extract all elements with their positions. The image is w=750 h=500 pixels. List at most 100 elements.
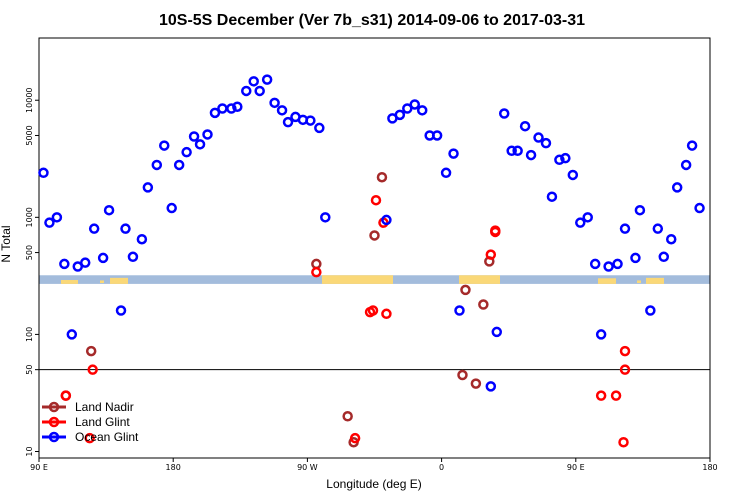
land-nadir-point-6 <box>376 171 388 183</box>
ocean-glint-point-75 <box>665 233 677 245</box>
land-glint-point-16 <box>619 364 631 375</box>
land-nadir-point-9 <box>470 378 482 389</box>
ocean-glint-point-37 <box>314 122 325 134</box>
legend-marker-ocean-glint <box>48 431 60 443</box>
ocean-glint-point-13 <box>136 233 148 245</box>
ocean-glint-point-70 <box>630 252 641 264</box>
map-land-1 <box>110 277 128 284</box>
ocean-glint-point-30 <box>261 74 273 85</box>
ocean-glint-point-57 <box>533 132 544 143</box>
ocean-glint-point-12 <box>127 251 139 263</box>
map-land-4 <box>459 275 500 284</box>
ocean-glint-point-49 <box>454 305 465 316</box>
ocean-glint-point-20 <box>188 131 200 142</box>
ocean-glint-point-31 <box>269 97 280 109</box>
ocean-glint-point-15 <box>151 159 163 171</box>
land-glint-point-9 <box>381 308 392 320</box>
ocean-glint-point-28 <box>248 76 259 87</box>
land-glint-point-2 <box>87 364 98 375</box>
ocean-glint-point-2 <box>51 212 63 223</box>
ocean-glint-point-59 <box>546 191 558 202</box>
ocean-glint-point-63 <box>575 217 586 228</box>
ocean-glint-point-38 <box>320 212 331 223</box>
land-glint-point-4 <box>349 432 361 444</box>
ocean-glint-point-18 <box>173 159 185 171</box>
x-tick-label-2: 90 W <box>297 463 318 472</box>
ocean-glint-point-66 <box>595 329 607 340</box>
ocean-glint-point-6 <box>79 257 91 268</box>
map-land-6 <box>646 277 664 284</box>
ocean-glint-point-65 <box>589 258 601 270</box>
y-tick-label-5: 5000 <box>25 125 34 145</box>
ocean-glint-point-36 <box>305 115 316 126</box>
ocean-glint-point-60 <box>554 154 565 166</box>
land-glint-point-14 <box>610 390 622 401</box>
land-glint-point-1 <box>84 432 95 444</box>
data-points <box>38 74 705 448</box>
map-land-2 <box>100 280 104 284</box>
chart-title: 10S-5S December (Ver 7b_s31) 2014-09-06 … <box>159 12 585 29</box>
ocean-glint-point-77 <box>680 159 692 171</box>
ocean-glint-point-46 <box>431 130 443 141</box>
ocean-glint-point-54 <box>512 145 523 157</box>
ocean-glint-point-74 <box>658 251 670 263</box>
land-glint-point-6 <box>367 305 379 316</box>
ocean-glint-point-64 <box>582 212 593 223</box>
ocean-glint-point-26 <box>232 101 243 112</box>
ocean-glint-point-9 <box>103 204 115 216</box>
map-land-0 <box>61 280 78 284</box>
ocean-glint-point-42 <box>402 103 413 114</box>
land-glint-point-15 <box>618 436 629 448</box>
ocean-glint-point-22 <box>202 129 213 140</box>
y-tick-label-3: 500 <box>25 245 34 260</box>
land-glint-point-17 <box>619 345 631 357</box>
map-land-5 <box>598 278 616 284</box>
ocean-glint-point-10 <box>115 305 127 316</box>
land-glint-point-7 <box>370 194 382 206</box>
land-glint-point-0 <box>60 390 72 401</box>
land-glint-point-13 <box>595 390 607 401</box>
ocean-glint-point-48 <box>448 148 459 159</box>
map-land-7 <box>637 280 641 284</box>
ocean-glint-point-23 <box>209 107 221 119</box>
land-nadir-point-8 <box>460 284 471 296</box>
ocean-glint-point-55 <box>519 120 531 132</box>
ocean-glint-point-0 <box>38 167 49 179</box>
land-nadir-point-3 <box>342 411 353 422</box>
y-tick-label-2: 100 <box>25 327 34 342</box>
ocean-glint-point-29 <box>254 85 265 97</box>
ocean-glint-point-79 <box>694 202 705 214</box>
ocean-glint-point-32 <box>276 105 288 116</box>
ocean-glint-point-1 <box>44 217 55 228</box>
ocean-glint-point-58 <box>540 137 552 149</box>
ocean-glint-point-19 <box>181 146 192 158</box>
ocean-glint-point-41 <box>394 109 406 121</box>
y-axis: 10 50 100 500 1000 5000 10000 <box>25 88 39 457</box>
x-axis: 90 E 180 90 W 0 90 E 180 <box>30 458 718 472</box>
ocean-glint-point-78 <box>686 140 698 151</box>
ocean-glint-point-72 <box>645 305 656 316</box>
x-tick-label-1: 180 <box>166 463 181 472</box>
land-glint-point-12 <box>490 225 501 236</box>
ocean-glint-point-52 <box>498 108 510 119</box>
ocean-glint-point-27 <box>241 85 252 97</box>
legend-entry-land-nadir: Land Nadir <box>42 400 134 414</box>
y-tick-label-6: 10000 <box>25 88 34 113</box>
land-glint-point-3 <box>311 266 322 278</box>
ocean-glint-point-73 <box>652 223 664 234</box>
legend-marker-land-nadir <box>48 401 60 413</box>
land-nadir-point-1 <box>85 345 97 357</box>
legend-label-ocean-glint: Ocean Glint <box>75 430 139 444</box>
ocean-glint-point-8 <box>97 252 109 264</box>
legend-marker-land-glint <box>48 416 60 428</box>
ocean-glint-point-21 <box>194 139 206 150</box>
map-band <box>39 275 710 284</box>
legend: Land Nadir Land Glint Ocean Glint <box>42 400 139 444</box>
ocean-glint-point-39 <box>381 214 392 226</box>
y-tick-label-1: 50 <box>25 365 34 375</box>
y-axis-label: N Total <box>0 225 13 262</box>
ocean-glint-point-69 <box>619 223 631 234</box>
ocean-glint-point-53 <box>506 145 517 157</box>
x-tick-label-5: 180 <box>702 463 717 472</box>
